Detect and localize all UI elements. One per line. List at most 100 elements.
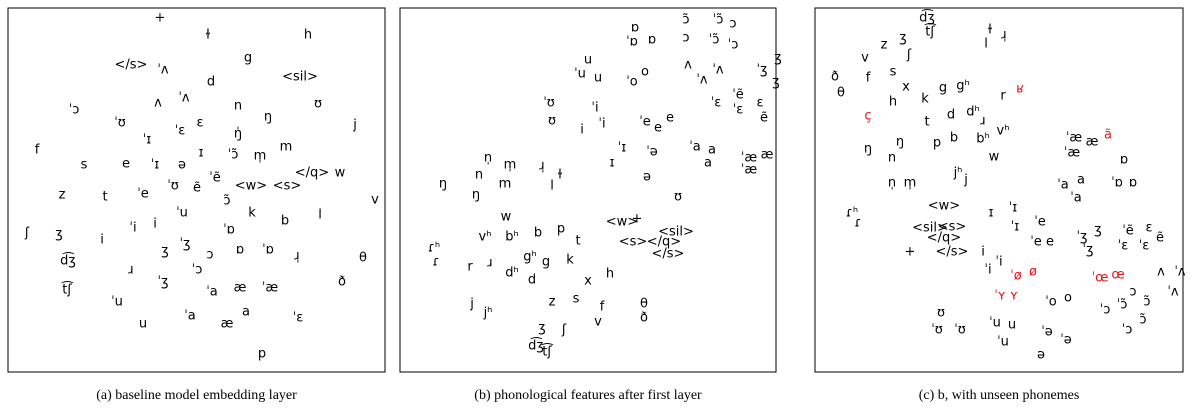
phoneme-point: i <box>981 245 985 260</box>
phoneme-point: </q> <box>647 235 681 250</box>
phoneme-point: ˈu <box>989 316 1001 331</box>
phoneme-point: n <box>234 99 242 114</box>
phoneme-point: ɔ̃ <box>223 194 230 209</box>
phoneme-point: d <box>207 75 215 90</box>
phoneme-point: <s> <box>938 220 967 235</box>
phoneme-point: ˈʒ <box>157 275 168 290</box>
phoneme-point: n̩ <box>484 151 492 166</box>
phoneme-point: u <box>594 71 602 86</box>
phoneme-point: ˈo <box>626 75 638 90</box>
phoneme-point: z <box>549 295 556 310</box>
phoneme-point: ˈæ <box>262 281 279 296</box>
phoneme-point: u <box>1008 318 1016 333</box>
phoneme-point: t <box>575 234 580 249</box>
phoneme-point: ˈʏ <box>994 289 1006 304</box>
phoneme-point: d͡ʒ <box>919 10 935 26</box>
phoneme-point: ˈi <box>591 101 598 116</box>
phoneme-point: ˈa <box>689 140 701 155</box>
phoneme-point: ˈɪ <box>618 141 627 156</box>
phoneme-point: ɾʰ <box>846 206 858 221</box>
phoneme-point: <sil> <box>912 221 948 236</box>
phoneme-point: h <box>304 28 312 43</box>
phoneme-point: t͡ʃ <box>61 282 73 298</box>
phoneme-point: ˈɔ̃ <box>709 33 720 48</box>
phoneme-point: o <box>1064 291 1072 306</box>
phoneme-point: z <box>59 188 66 203</box>
phoneme-point: g <box>939 81 947 96</box>
phoneme-point: ɹ̩ <box>1001 28 1006 43</box>
phoneme-point: ɒ <box>1120 153 1128 168</box>
phoneme-point: ŋ <box>864 142 872 157</box>
phoneme-point: n <box>475 168 483 183</box>
panel-caption: (a) baseline model embedding layer <box>96 388 297 403</box>
phoneme-point: </s> <box>652 247 685 262</box>
phoneme-point: a <box>1077 173 1085 188</box>
phoneme-point: ɾʰ <box>428 241 440 256</box>
phoneme-point: ˈæ <box>741 151 758 166</box>
phoneme-point: e <box>666 111 674 126</box>
phoneme-point: ˈə <box>646 145 658 160</box>
phoneme-point: ð <box>640 311 648 326</box>
phoneme-point: r <box>467 260 473 275</box>
phoneme-point: ˈʊ <box>931 323 943 338</box>
phoneme-point: p <box>258 347 266 362</box>
phoneme-point: l <box>550 179 554 194</box>
phoneme-point: m̩ <box>504 158 517 173</box>
phoneme-point: ˈe <box>137 187 149 202</box>
phoneme-point: k <box>566 253 574 268</box>
phoneme-point: ˈe <box>1034 215 1046 230</box>
phoneme-point: ˈɒ <box>626 35 638 50</box>
phoneme-point: ẽ <box>193 181 201 196</box>
phoneme-point: æ <box>1086 135 1099 150</box>
phoneme-point: jʰ <box>483 306 493 321</box>
phoneme-point: dʰ <box>505 266 519 281</box>
phoneme-point: + <box>905 245 916 260</box>
phoneme-point: g <box>244 51 252 66</box>
phoneme-point: ˈa <box>206 285 218 300</box>
phoneme-point: ˈa <box>1057 178 1069 193</box>
phoneme-point: j <box>469 297 474 312</box>
phoneme-point: ʒ <box>772 75 780 90</box>
phoneme-point: ɒ <box>648 33 656 48</box>
phoneme-point: bʰ <box>976 132 990 147</box>
phoneme-point: g <box>542 255 550 270</box>
phoneme-point: ʒ <box>55 227 63 242</box>
phoneme-point: ʒ <box>1094 223 1102 238</box>
phoneme-point: ˈɒ <box>223 223 235 238</box>
phoneme-point: d <box>528 273 536 288</box>
phoneme-point: d͡ʒ <box>60 253 76 269</box>
phoneme-point: v <box>371 193 379 208</box>
phoneme-point: f <box>866 71 871 86</box>
phoneme-point: ˈæ <box>1066 131 1083 146</box>
phoneme-point: </q> <box>295 166 329 181</box>
phoneme-point: n <box>888 151 896 166</box>
phoneme-point: ˈʌ <box>696 73 708 88</box>
phoneme-point: ˈe <box>639 115 651 130</box>
phoneme-point: ˈʊ <box>114 116 126 131</box>
phoneme-point: ˈɛ <box>293 311 304 326</box>
phoneme-point: ɹ̩ <box>539 159 544 174</box>
phoneme-point: æ <box>234 281 247 296</box>
phoneme-point: ʒ <box>899 31 907 46</box>
phoneme-point: m̩ <box>904 176 917 191</box>
phoneme-point: æ <box>761 148 774 163</box>
phoneme-point: vʰ <box>997 124 1010 139</box>
phoneme-point: ɛ <box>1145 221 1152 236</box>
phoneme-point: ʊ <box>937 306 945 321</box>
phoneme-point: ˈu <box>111 295 123 310</box>
phoneme-point: ˈo <box>1045 295 1057 310</box>
phoneme-point: ˈə <box>1041 325 1053 340</box>
phoneme-point: ɛ <box>196 116 203 131</box>
phoneme-point: ˈʒ <box>756 63 767 78</box>
phoneme-point: u <box>584 53 592 68</box>
phoneme-point: t͡ʃ <box>924 24 936 40</box>
phoneme-point: l <box>318 208 322 223</box>
phoneme-point: v <box>594 315 602 330</box>
phoneme-point: ɾ <box>855 216 862 231</box>
phoneme-point: b <box>950 131 958 146</box>
phoneme-point: ŋ <box>439 177 447 192</box>
phoneme-point: n̩ <box>888 176 896 191</box>
phoneme-point: θ <box>640 297 648 312</box>
panel-frame <box>399 7 777 373</box>
